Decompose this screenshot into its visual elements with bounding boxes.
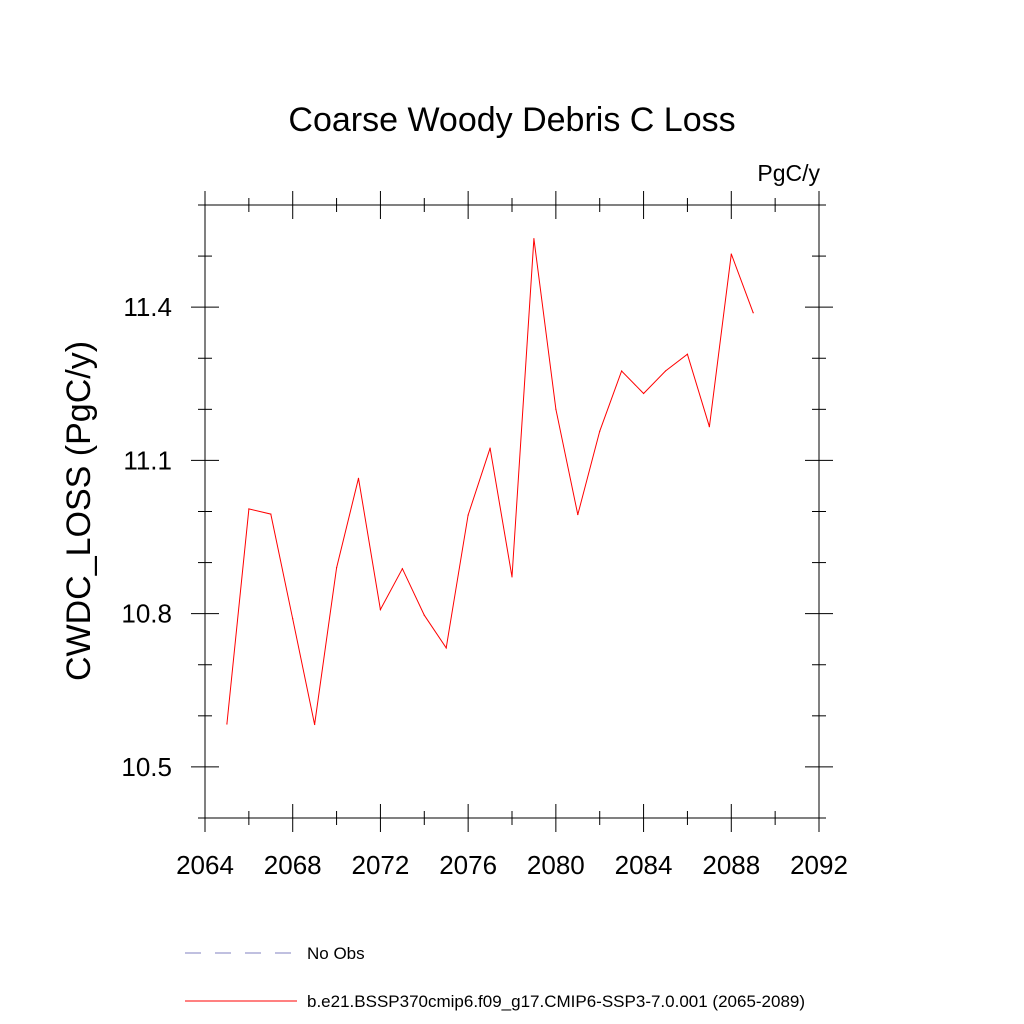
data-point <box>445 647 447 649</box>
y-tick-label: 10.8 <box>121 599 172 629</box>
x-tick-label: 2088 <box>702 850 760 880</box>
data-point <box>489 447 491 449</box>
data-point <box>226 723 228 725</box>
chart-title: Coarse Woody Debris C Loss <box>288 101 735 139</box>
data-point <box>708 426 710 428</box>
data-point <box>621 370 623 372</box>
data-point <box>533 238 535 240</box>
y-tick-label: 11.1 <box>123 445 172 475</box>
axis-ticks <box>191 191 833 832</box>
data-point <box>752 312 754 314</box>
x-tick-label: 2068 <box>264 850 322 880</box>
data-point <box>248 508 250 510</box>
x-tick-label: 2084 <box>615 850 673 880</box>
data-point <box>314 723 316 726</box>
axis-tick-labels: 2064 2068 2072 2076 2080 2084 2088 2092 10.5 10.8… <box>121 292 848 880</box>
x-tick-label: 2072 <box>352 850 410 880</box>
legend-no-obs-label: No Obs <box>307 944 365 963</box>
data-point <box>642 392 645 395</box>
series-layer <box>226 238 754 726</box>
x-tick-label: 2092 <box>790 850 848 880</box>
data-point <box>335 567 338 569</box>
data-point <box>270 513 272 515</box>
y-tick-label: 10.5 <box>121 752 172 782</box>
x-tick-label: 2076 <box>439 850 497 880</box>
plot-frame <box>204 204 820 819</box>
data-point <box>686 353 689 355</box>
legend: No Obs b.e21.BSSP370cmip6.f09_g17.CMIP6-… <box>185 944 805 1011</box>
data-point <box>599 430 601 432</box>
series-line <box>226 238 754 725</box>
y-tick-label: 11.4 <box>123 292 172 322</box>
data-point <box>730 253 732 255</box>
units-label: PgC/y <box>757 160 820 186</box>
data-point <box>357 477 360 479</box>
legend-series-label: b.e21.BSSP370cmip6.f09_g17.CMIP6-SSP3-7.… <box>307 992 805 1011</box>
data-point <box>577 513 579 516</box>
data-point <box>511 576 513 578</box>
x-tick-label: 2064 <box>176 850 234 880</box>
data-point <box>292 618 294 620</box>
data-point <box>467 514 469 516</box>
data-point <box>664 370 667 372</box>
data-point <box>555 408 557 410</box>
x-tick-label: 2080 <box>527 850 585 880</box>
data-point <box>379 608 382 611</box>
data-point <box>423 614 425 616</box>
data-point <box>401 568 403 570</box>
y-axis-label: CWDC_LOSS (PgC/y) <box>60 341 98 681</box>
